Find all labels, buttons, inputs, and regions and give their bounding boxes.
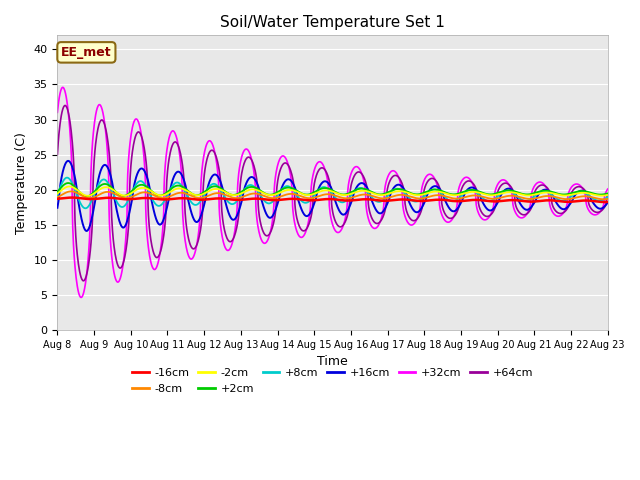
+16cm (419, 204, 426, 209)
+32cm (59, 84, 67, 90)
+8cm (63, 175, 71, 180)
+2cm (604, 191, 612, 196)
+16cm (491, 204, 499, 210)
+8cm (238, 191, 246, 196)
-16cm (177, 195, 184, 201)
+64cm (177, 151, 184, 157)
+32cm (54, 109, 61, 115)
+32cm (77, 295, 85, 300)
-16cm (419, 198, 426, 204)
-16cm (54, 196, 61, 202)
-2cm (419, 192, 426, 197)
Line: +8cm: +8cm (58, 178, 608, 208)
+8cm (491, 196, 499, 202)
Line: -2cm: -2cm (58, 187, 608, 196)
+16cm (540, 187, 547, 193)
-8cm (54, 194, 61, 200)
+2cm (64, 180, 72, 186)
Line: +32cm: +32cm (58, 87, 608, 298)
+64cm (54, 152, 61, 157)
+16cm (83, 228, 90, 234)
-8cm (419, 195, 426, 201)
+16cm (64, 158, 72, 164)
+64cm (163, 172, 171, 178)
Y-axis label: Temperature (C): Temperature (C) (15, 132, 28, 234)
-16cm (539, 198, 547, 204)
+16cm (177, 170, 184, 176)
-8cm (238, 194, 246, 200)
-2cm (604, 192, 612, 198)
+8cm (81, 205, 89, 211)
+2cm (83, 193, 90, 199)
+16cm (604, 200, 612, 205)
+32cm (540, 180, 547, 186)
-2cm (491, 192, 499, 198)
Line: +64cm: +64cm (58, 106, 608, 281)
+32cm (604, 186, 612, 192)
-8cm (67, 189, 75, 194)
+32cm (163, 145, 171, 151)
+64cm (238, 168, 246, 174)
+16cm (163, 204, 171, 209)
Title: Soil/Water Temperature Set 1: Soil/Water Temperature Set 1 (220, 15, 445, 30)
+32cm (491, 192, 499, 197)
+2cm (163, 189, 171, 195)
+8cm (177, 181, 184, 187)
+64cm (419, 202, 426, 208)
+16cm (54, 205, 61, 211)
X-axis label: Time: Time (317, 355, 348, 369)
+64cm (61, 103, 69, 108)
+64cm (604, 192, 612, 197)
-2cm (540, 190, 547, 195)
-8cm (539, 194, 547, 200)
+8cm (419, 195, 426, 201)
Line: -8cm: -8cm (58, 192, 608, 199)
+64cm (79, 278, 87, 284)
+64cm (491, 206, 499, 212)
+2cm (540, 188, 547, 193)
+2cm (54, 189, 61, 195)
-8cm (600, 196, 607, 202)
Legend: -16cm, -8cm, -2cm, +2cm, +8cm, +16cm, +32cm, +64cm: -16cm, -8cm, -2cm, +2cm, +8cm, +16cm, +3… (127, 364, 538, 398)
+32cm (238, 153, 246, 158)
Line: -16cm: -16cm (58, 198, 608, 202)
+32cm (177, 159, 184, 165)
Line: +16cm: +16cm (58, 161, 608, 231)
-8cm (163, 194, 171, 200)
-2cm (65, 184, 73, 190)
+8cm (163, 193, 171, 199)
-16cm (163, 197, 171, 203)
-2cm (84, 193, 92, 199)
-8cm (604, 196, 612, 202)
+2cm (491, 191, 499, 197)
+8cm (604, 194, 612, 200)
+2cm (177, 183, 184, 189)
-16cm (238, 197, 246, 203)
+32cm (419, 182, 426, 188)
+8cm (540, 189, 547, 194)
-16cm (601, 199, 609, 205)
Text: EE_met: EE_met (61, 46, 112, 59)
-2cm (238, 190, 246, 196)
-16cm (68, 195, 76, 201)
-2cm (177, 186, 184, 192)
-16cm (490, 199, 498, 204)
+16cm (238, 197, 246, 203)
Line: +2cm: +2cm (58, 183, 608, 196)
+2cm (238, 188, 246, 194)
+8cm (54, 192, 61, 198)
+2cm (419, 191, 426, 196)
-16cm (604, 199, 612, 205)
+64cm (540, 182, 547, 188)
-8cm (490, 196, 498, 202)
-2cm (163, 191, 171, 197)
-8cm (177, 190, 184, 196)
-2cm (54, 191, 61, 196)
